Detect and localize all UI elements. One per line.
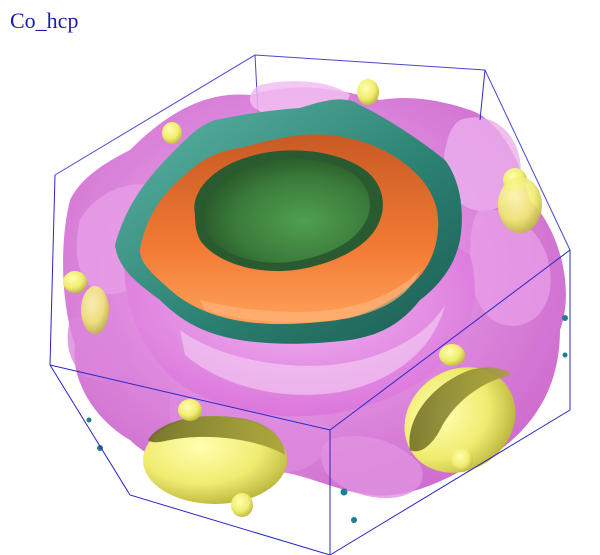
yellow-pocket-large-right: [404, 367, 516, 473]
yellow-pocket-large-left: [143, 416, 287, 504]
image-title: Co_hcp: [10, 8, 79, 33]
yellow-pockets: [63, 79, 542, 517]
cell-edges-front: [49, 69, 571, 555]
yellow-pocket-small: [63, 79, 542, 517]
green-core: [194, 150, 383, 272]
